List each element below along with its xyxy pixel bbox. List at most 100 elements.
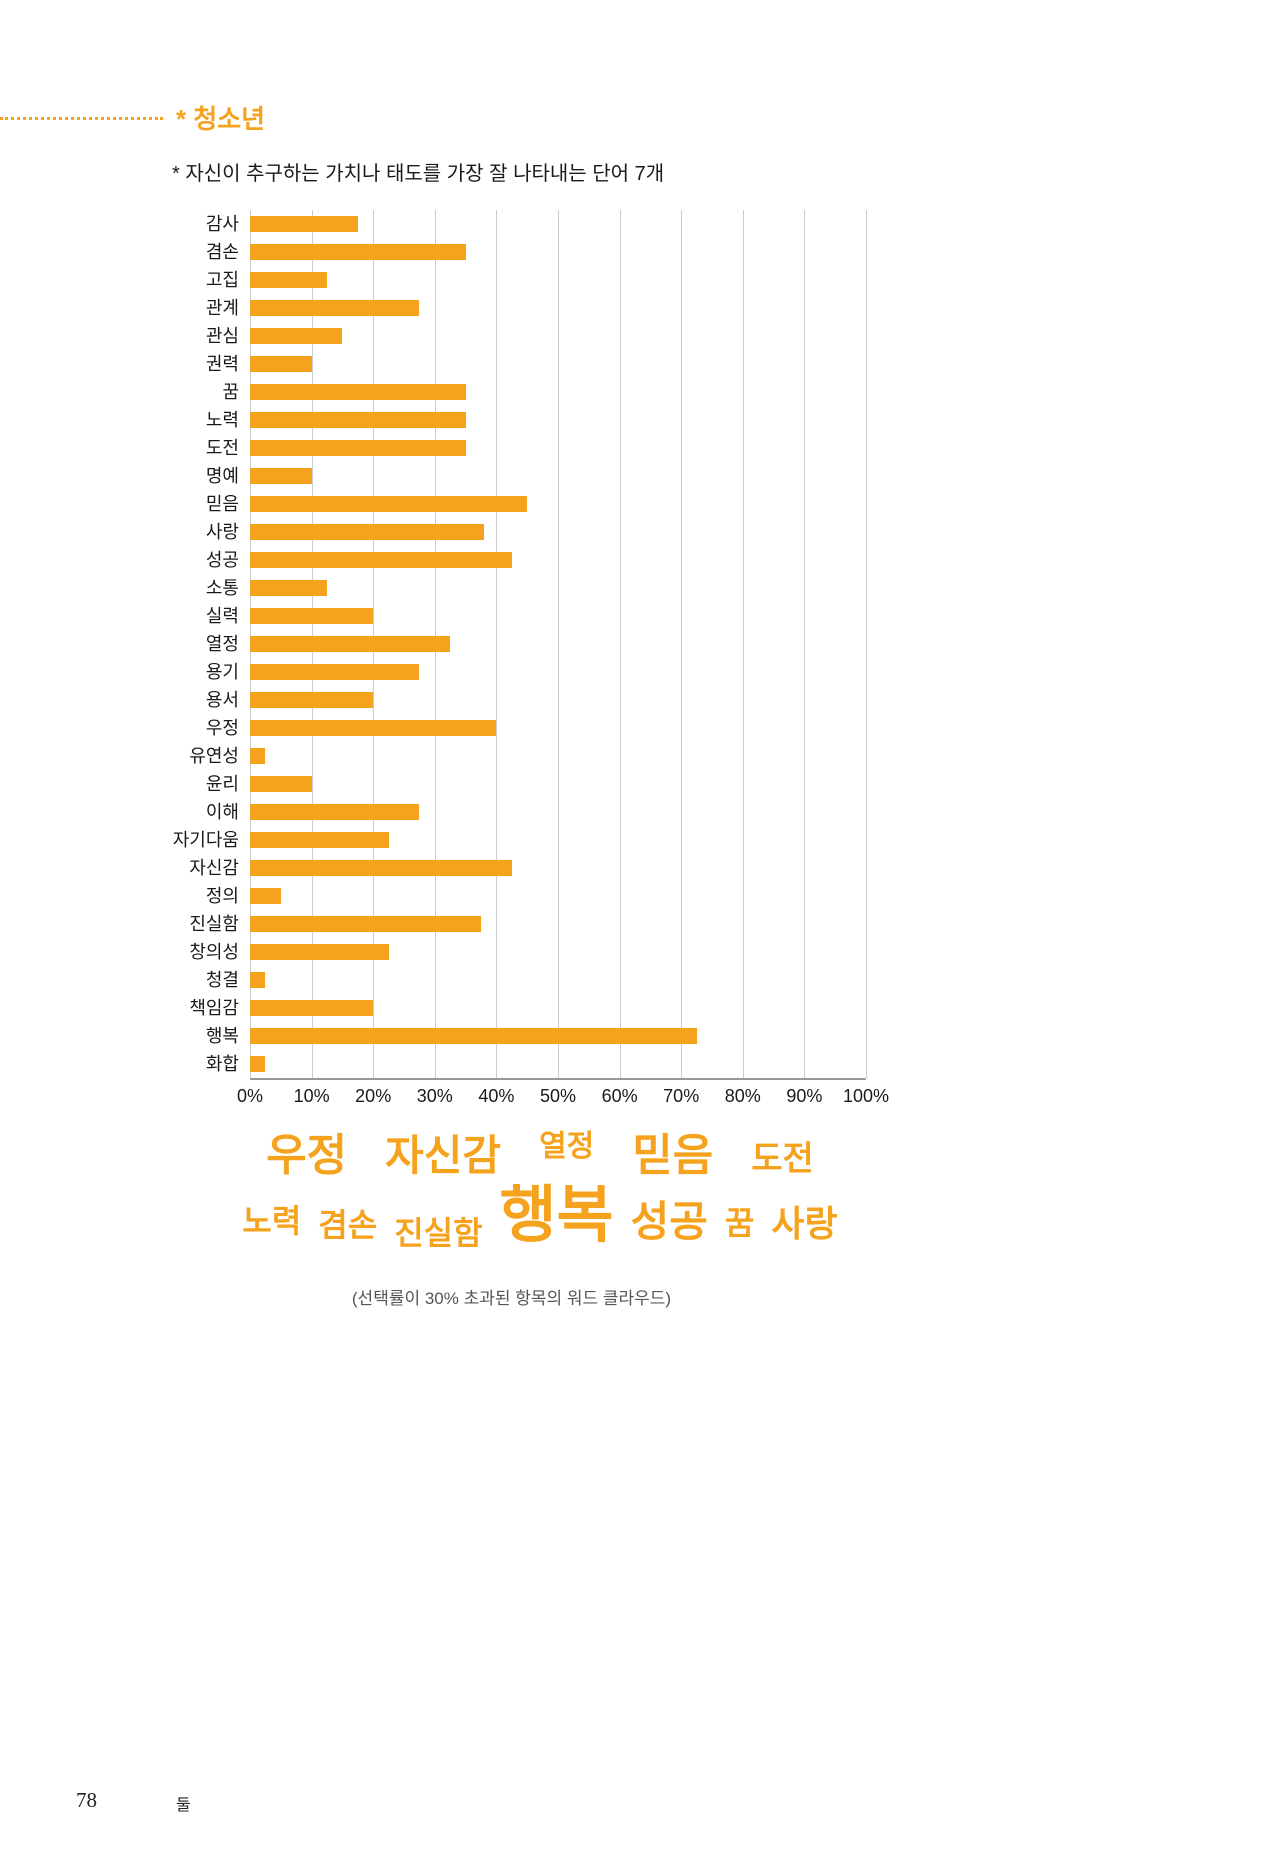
bar-track xyxy=(250,826,866,854)
category-label: 자신감 xyxy=(189,858,239,878)
chart-row: 청결 xyxy=(155,966,868,994)
chart-row: 유연성 xyxy=(155,742,868,770)
bar-track xyxy=(250,770,866,798)
word-cloud-word: 도전 xyxy=(751,1140,814,1178)
category-label: 도전 xyxy=(205,438,239,458)
bar xyxy=(250,664,420,680)
chart-row: 용서 xyxy=(155,686,868,714)
bar-track xyxy=(250,490,866,518)
bar-track xyxy=(250,630,866,658)
word-cloud: 우정 자신감 열정 믿음 도전 노력 겸손 진실함 행복 성공 꿈 사랑 xyxy=(170,1130,910,1250)
chart-row: 책임감 xyxy=(155,994,868,1022)
chart-row: 도전 xyxy=(155,434,868,462)
bar xyxy=(250,860,512,876)
category-label: 책임감 xyxy=(189,998,239,1018)
x-tick-label: 100% xyxy=(842,1086,890,1106)
bar xyxy=(250,832,389,848)
bar xyxy=(250,804,420,820)
category-label: 권력 xyxy=(205,354,239,374)
bar xyxy=(250,496,528,512)
word-cloud-word: 우정 xyxy=(266,1131,348,1180)
bar xyxy=(250,748,266,764)
category-label: 유연성 xyxy=(189,746,239,766)
bar-track xyxy=(250,742,866,770)
chart-row: 실력 xyxy=(155,602,868,630)
gridline xyxy=(742,210,744,1078)
x-tick-label: 60% xyxy=(601,1086,638,1106)
bar xyxy=(250,1000,374,1016)
bar xyxy=(250,328,343,344)
gridline xyxy=(558,210,559,1078)
bar-track xyxy=(250,882,866,910)
gridline xyxy=(804,210,806,1078)
chart-row: 성공 xyxy=(155,546,868,574)
category-label: 행복 xyxy=(205,1026,239,1046)
chart-row: 창의성 xyxy=(155,938,868,966)
chart-row: 화합 xyxy=(155,1050,868,1078)
bar-track xyxy=(250,210,866,238)
category-label: 용기 xyxy=(205,662,239,682)
category-label: 윤리 xyxy=(205,774,239,794)
bar-track xyxy=(250,910,866,938)
bar xyxy=(250,776,312,792)
category-label: 믿음 xyxy=(205,494,239,514)
chart-row: 믿음 xyxy=(155,490,868,518)
chart-row: 소통 xyxy=(155,574,868,602)
word-cloud-word: 성공 xyxy=(630,1198,708,1246)
bar xyxy=(250,468,312,484)
part-label: 둘 xyxy=(176,1797,191,1814)
chart-row: 감사 xyxy=(155,210,868,238)
bar xyxy=(250,552,512,568)
x-tick-label: 20% xyxy=(355,1086,392,1106)
bar-track xyxy=(250,518,866,546)
bar-track xyxy=(250,546,866,574)
bar-track xyxy=(250,378,866,406)
bar xyxy=(250,524,485,540)
category-label: 관계 xyxy=(205,298,239,318)
bar xyxy=(250,580,327,596)
bar-track xyxy=(250,1050,866,1078)
category-label: 정의 xyxy=(205,886,239,906)
category-label: 용서 xyxy=(205,690,239,710)
category-label: 꿈 xyxy=(222,382,239,402)
bar xyxy=(250,608,374,624)
bar-track xyxy=(250,350,866,378)
chart-row: 겸손 xyxy=(155,238,868,266)
bar-track xyxy=(250,434,866,462)
word-cloud-word: 꿈 xyxy=(724,1205,755,1242)
chart-row: 노력 xyxy=(155,406,868,434)
x-tick-label: 10% xyxy=(293,1086,330,1106)
bar xyxy=(250,636,451,652)
bar xyxy=(250,972,266,988)
bar xyxy=(250,720,497,736)
bar-track xyxy=(250,798,866,826)
chart-row: 꿈 xyxy=(155,378,868,406)
category-label: 이해 xyxy=(205,802,239,822)
bar xyxy=(250,944,389,960)
bar-track xyxy=(250,714,866,742)
chart-row: 사랑 xyxy=(155,518,868,546)
gridline xyxy=(866,210,867,1078)
chart-row: 이해 xyxy=(155,798,868,826)
chart-row: 자기다움 xyxy=(155,826,868,854)
word-cloud-word: 사랑 xyxy=(771,1203,838,1245)
chart-row: 명예 xyxy=(155,462,868,490)
bar-track xyxy=(250,658,866,686)
chart-row: 관심 xyxy=(155,322,868,350)
bar-track xyxy=(250,574,866,602)
x-tick-label: 80% xyxy=(724,1086,761,1106)
gridline xyxy=(496,210,498,1078)
bar xyxy=(250,1028,697,1044)
word-cloud-word: 노력 xyxy=(242,1203,302,1240)
category-label: 노력 xyxy=(205,410,239,430)
bar xyxy=(250,412,466,428)
word-cloud-word: 열정 xyxy=(539,1130,595,1163)
bar xyxy=(250,692,374,708)
bar-track xyxy=(250,322,866,350)
category-label: 감사 xyxy=(205,214,239,234)
bar-track xyxy=(250,406,866,434)
chart-row: 행복 xyxy=(155,1022,868,1050)
gridline xyxy=(681,210,683,1078)
bar xyxy=(250,888,281,904)
